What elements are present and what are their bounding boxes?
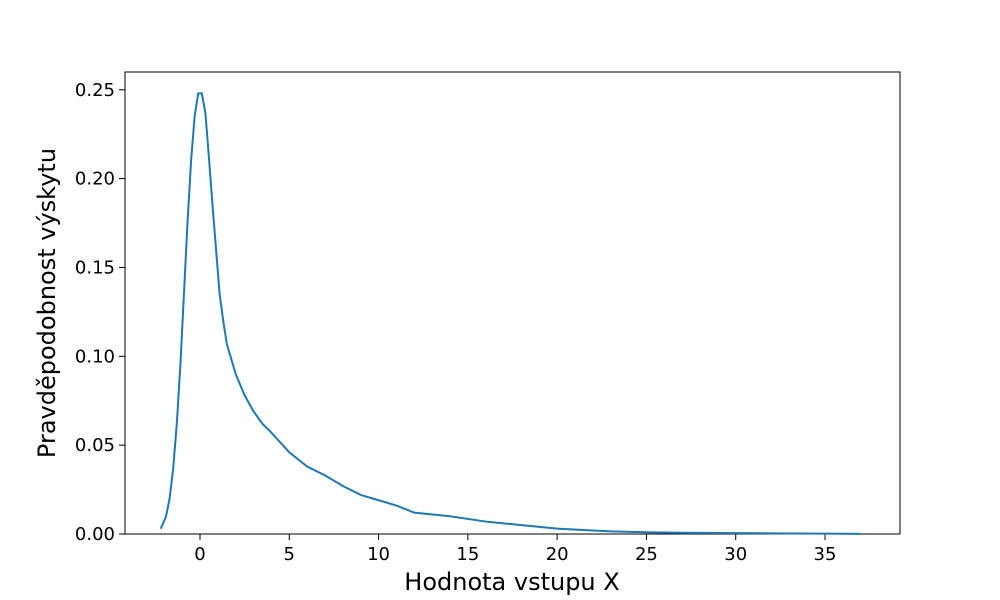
x-axis: 0 5 10 15 20 25 30 35 (194, 534, 836, 565)
x-tick-label: 0 (194, 544, 205, 565)
y-tick-label: 0.00 (75, 524, 115, 545)
density-line (159, 92, 861, 535)
plot-area-frame (124, 71, 901, 535)
y-tick-label: 0.15 (75, 257, 115, 278)
x-tick-label: 20 (546, 544, 569, 565)
x-tick-label: 30 (724, 544, 747, 565)
y-tick-label: 0.05 (75, 435, 115, 456)
y-axis-title: Pravděpodobnost výskytu (33, 148, 61, 458)
x-tick-label: 10 (367, 544, 390, 565)
x-tick-label: 5 (284, 544, 295, 565)
x-tick-label: 15 (456, 544, 479, 565)
y-tick-label: 0.10 (75, 346, 115, 367)
x-axis-title: Hodnota vstupu X (404, 568, 619, 596)
y-tick-label: 0.20 (75, 169, 115, 190)
y-axis: 0.00 0.05 0.10 0.15 0.20 0.25 (75, 80, 125, 545)
x-tick-label: 35 (814, 544, 837, 565)
y-tick-label: 0.25 (75, 80, 115, 101)
x-tick-label: 25 (635, 544, 658, 565)
